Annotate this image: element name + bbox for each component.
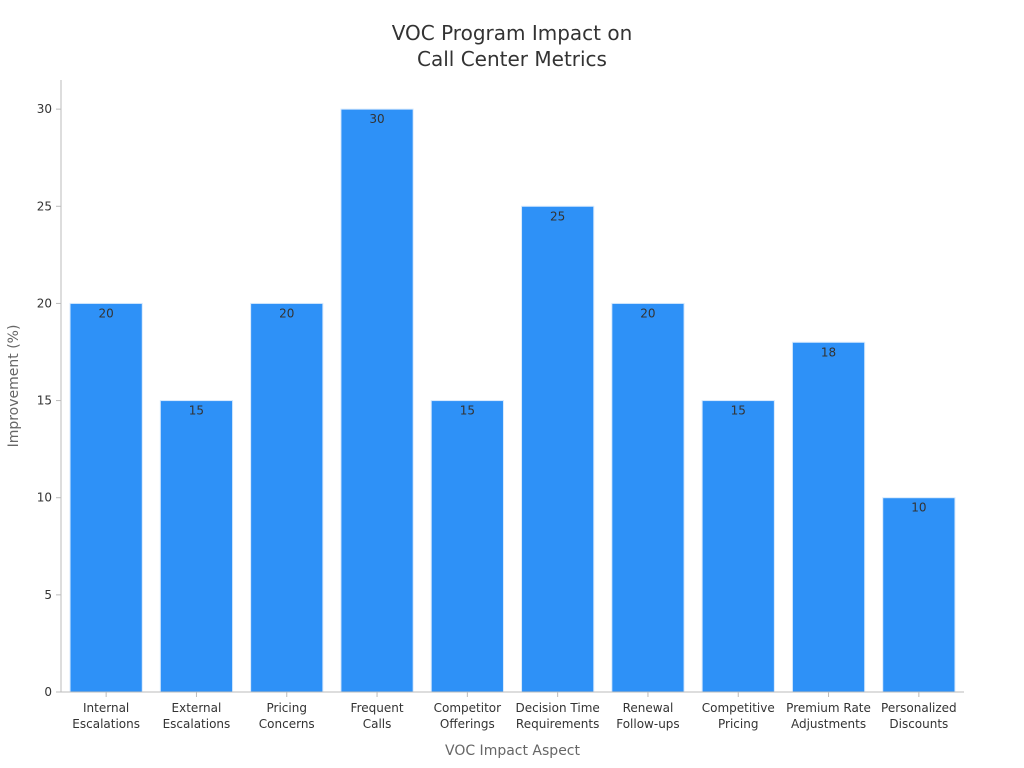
data-label-3: 30 — [369, 112, 384, 126]
bar-5 — [521, 205, 595, 693]
data-label-8: 18 — [821, 345, 836, 359]
y-tick-label-6: 30 — [37, 102, 52, 116]
x-tick-label-8-line-0: Premium Rate — [786, 701, 871, 715]
data-label-5: 25 — [550, 209, 565, 223]
y-axis-ticks: 0 5 10 15 20 25 30 — [37, 102, 61, 699]
data-label-9: 10 — [911, 501, 926, 515]
x-tick-label-9-line-0: Personalized — [881, 701, 957, 715]
bar-7 — [701, 400, 775, 693]
chart-title: VOC Program Impact on Call Center Metric… — [0, 20, 1024, 72]
x-tick-label-2-line-1: Concerns — [259, 717, 315, 731]
x-tick-label-4-line-0: Competitor — [434, 701, 501, 715]
x-tick-label-8-line-1: Adjustments — [791, 717, 866, 731]
x-axis-ticks: Internal Escalations External Escalations Pr… — [72, 692, 957, 731]
y-tick-label-5: 25 — [37, 199, 52, 213]
data-label-4: 15 — [460, 404, 475, 418]
x-tick-label-3-line-0: Frequent — [351, 701, 404, 715]
y-tick-label-3: 15 — [37, 394, 52, 408]
x-tick-label-1-line-1: Escalations — [163, 717, 231, 731]
x-tick-label-7-line-0: Competitive — [702, 701, 775, 715]
bar-2 — [250, 302, 324, 693]
bars-group — [69, 108, 956, 693]
x-tick-label-6-line-0: Renewal — [623, 701, 674, 715]
bar-1 — [159, 400, 234, 693]
x-tick-label-1-line-0: External — [172, 701, 222, 715]
x-tick-label-3-line-1: Calls — [363, 717, 392, 731]
bar-8 — [791, 341, 866, 693]
data-label-2: 20 — [279, 306, 294, 320]
y-tick-label-4: 20 — [37, 296, 52, 310]
y-tick-label-2: 10 — [37, 491, 52, 505]
bar-3 — [340, 108, 414, 693]
data-label-6: 20 — [640, 306, 655, 320]
x-axis-title: VOC Impact Aspect — [445, 743, 581, 759]
x-tick-label-9-line-1: Discounts — [889, 717, 948, 731]
x-tick-label-0-line-1: Escalations — [72, 717, 140, 731]
bar-9 — [882, 497, 956, 693]
bar-0 — [69, 302, 143, 693]
chart-title-line-2: Call Center Metrics — [417, 47, 607, 71]
data-labels-group: 20 15 20 30 15 25 20 15 18 10 — [99, 112, 927, 515]
y-tick-label-1: 5 — [44, 588, 52, 602]
chart-title-line-1: VOC Program Impact on — [391, 21, 633, 45]
bar-6 — [611, 302, 685, 693]
x-tick-label-0-line-0: Internal — [83, 701, 129, 715]
x-tick-label-6-line-1: Follow-ups — [616, 717, 679, 731]
x-tick-label-5-line-1: Requirements — [516, 717, 599, 731]
y-axis-title: Improvement (%) — [6, 325, 22, 448]
data-label-7: 15 — [731, 404, 746, 418]
bar-4 — [430, 400, 504, 693]
x-tick-label-4-line-1: Offerings — [440, 717, 495, 731]
x-tick-label-7-line-1: Pricing — [718, 717, 758, 731]
data-label-0: 20 — [99, 306, 114, 320]
x-tick-label-5-line-0: Decision Time — [516, 701, 600, 715]
y-tick-label-0: 0 — [44, 685, 52, 699]
data-label-1: 15 — [189, 404, 204, 418]
x-tick-label-2-line-0: Pricing — [267, 701, 307, 715]
